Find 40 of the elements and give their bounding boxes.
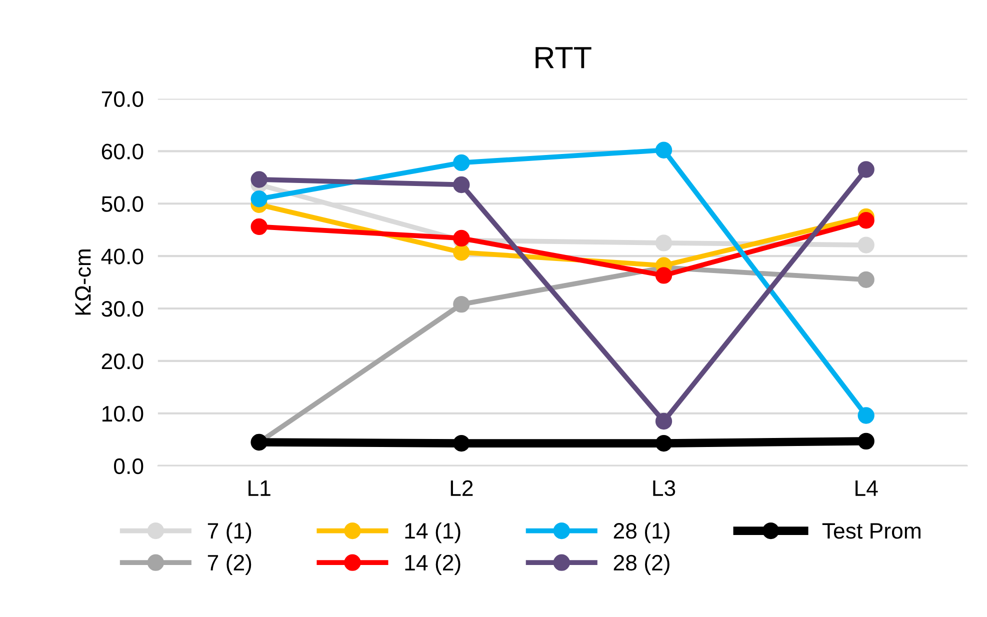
point [858,432,874,450]
point [453,244,470,261]
legend-label: 28 (1) [614,522,670,544]
point [655,434,672,452]
point [858,271,874,288]
chart-title: RTT [536,47,592,68]
y-tick-label: 40.0 [101,248,144,264]
x-tick-label: L3 [653,480,676,496]
point [453,296,470,313]
point [858,161,874,178]
point [858,236,874,254]
legend-label: 28 (2) [614,554,670,575]
legend-label: 14 (1) [405,522,460,544]
y-axis-title: KΩ-cm [75,250,91,315]
point [655,234,672,252]
y-tick-label: 0.0 [114,458,144,474]
legend-label: 7 (1) [208,522,252,544]
point [250,218,268,236]
x-tick-label: L4 [856,480,878,496]
y-tick-label: 10.0 [102,406,144,422]
y-tick-label: 60.0 [102,144,144,160]
point [250,190,268,208]
point [655,412,672,430]
point [453,154,470,172]
y-tick-label: 20.0 [102,353,144,370]
x-tick-label: L2 [450,480,473,496]
legend-label: Test Prom [822,523,920,539]
point [453,434,470,452]
y-tick-label: 50.0 [102,196,144,212]
point [858,212,874,229]
y-tick-label: 30.0 [102,301,144,317]
point [858,407,874,424]
point [250,171,268,188]
point [453,176,470,194]
legend-label: 7 (2) [208,554,252,575]
point [655,142,672,158]
y-tick-label: 70.0 [102,91,144,107]
x-tick-label: L1 [248,480,270,496]
legend-label: 14 (2) [405,554,460,575]
point [655,267,672,284]
